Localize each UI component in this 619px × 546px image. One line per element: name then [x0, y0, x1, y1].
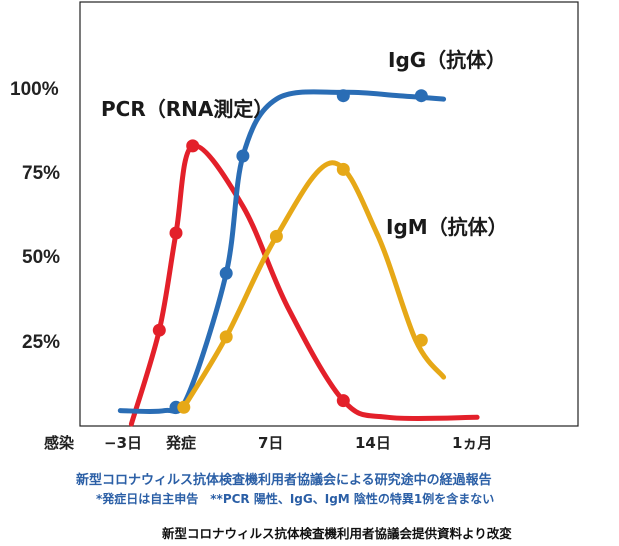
series-layer	[117, 89, 480, 427]
ytick-label: 75%	[22, 163, 60, 184]
data-point-igm	[177, 400, 191, 414]
xtick-label: 7日	[258, 434, 283, 452]
data-point-igm	[269, 229, 283, 243]
xtick-label: 1ヵ月	[452, 434, 492, 452]
ytick-label: 25%	[22, 332, 60, 353]
note-footnote: *発症日は自主申告 **PCR 陽性、IgG、IgM 陰性の特異1例を含まない	[96, 492, 495, 506]
data-point-pcr	[336, 394, 350, 408]
plot-frame	[79, 1, 579, 427]
data-point-igg	[219, 266, 233, 280]
series-line-pcr	[128, 143, 480, 427]
data-point-pcr	[152, 323, 166, 337]
data-point-igm	[336, 162, 350, 176]
xtick-label: 14日	[355, 434, 391, 452]
ytick-label: 50%	[22, 247, 60, 268]
data-point-pcr	[169, 226, 183, 240]
data-point-igg	[414, 89, 428, 103]
note-source: 新型コロナウィルス抗体検査機利用者協議会提供資料より改変	[162, 526, 512, 541]
xtick-label: 発症	[165, 434, 196, 452]
series-label-pcr: PCR（RNA測定）	[101, 97, 273, 121]
xtick-label: −3日	[104, 434, 142, 452]
data-point-pcr	[186, 139, 200, 153]
data-point-igm	[219, 330, 233, 344]
series-label-igm: IgM（抗体）	[386, 215, 508, 239]
x-tick-labels: 感染 −3日 発症 7日 14日 1ヵ月	[44, 434, 492, 452]
xtick-label: 感染	[44, 434, 75, 452]
ytick-label: 100%	[10, 79, 59, 100]
note-interim-report: 新型コロナウィルス抗体検査機利用者協議会による研究途中の経過報告	[76, 473, 492, 488]
series-line-igg	[117, 89, 447, 415]
data-point-igg	[236, 149, 250, 163]
data-point-igg	[336, 89, 350, 103]
series-label-igg: IgG（抗体）	[388, 48, 506, 72]
data-point-igm	[414, 333, 428, 347]
y-tick-labels: 100% 75% 50% 25%	[10, 79, 60, 353]
